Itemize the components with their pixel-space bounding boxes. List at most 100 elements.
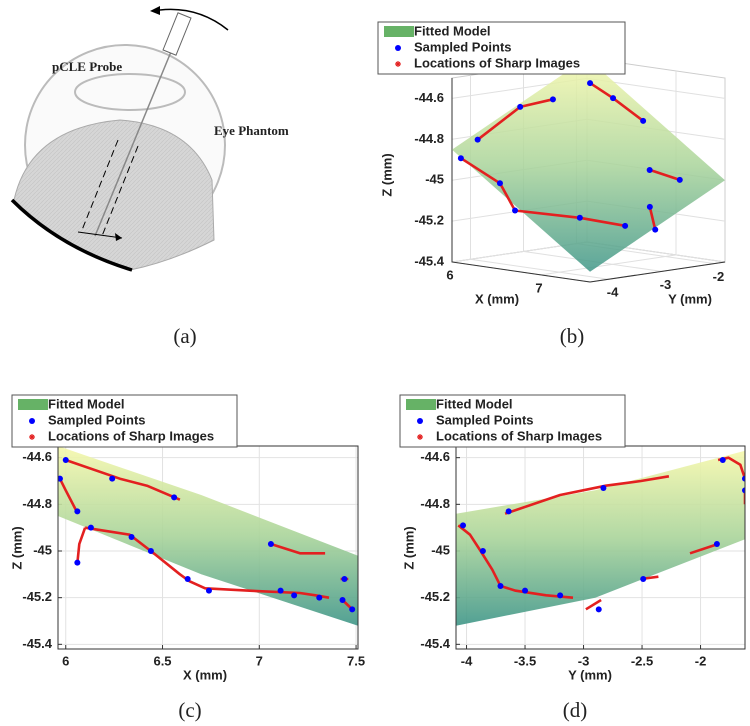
caption: (d) <box>563 698 588 722</box>
x-tick-label: 7 <box>256 653 263 668</box>
rotation-arrow-head <box>150 6 160 15</box>
x-tick-label: -4 <box>461 653 473 668</box>
sample-point <box>474 136 481 143</box>
probe-shaft <box>94 29 181 237</box>
sample-point <box>742 487 745 494</box>
legend-swatch <box>406 399 436 410</box>
sample-point <box>549 96 556 103</box>
sample-point <box>205 587 212 594</box>
eye-opening <box>74 73 186 111</box>
sample-point <box>517 103 524 110</box>
sample-point <box>109 475 116 482</box>
axis-lines <box>451 78 726 283</box>
z-tick-label: -45.4 <box>414 253 444 268</box>
sample-point <box>742 475 745 482</box>
sample-point <box>652 226 659 233</box>
sample-point <box>610 95 617 102</box>
sample-point <box>557 592 564 599</box>
x-tick-label: -3 <box>578 653 590 668</box>
y-tick-label: -45.2 <box>22 589 52 604</box>
grid-line <box>470 75 609 280</box>
sample-point <box>595 606 602 613</box>
legend-label: Sampled Points <box>436 412 534 427</box>
sample-point <box>646 203 653 210</box>
x-tick-label: 7.5 <box>347 653 365 668</box>
legend-label: Fitted Model <box>436 396 513 411</box>
y-axis-label: Z (mm) <box>9 526 24 569</box>
sample-point <box>496 180 503 187</box>
y-tick-label: -45 <box>431 542 450 557</box>
sample-point <box>640 117 647 124</box>
sample-point <box>349 606 356 613</box>
legend-marker <box>29 434 35 440</box>
y-tick-label: -45.4 <box>420 636 450 651</box>
z-tick-label: -45.2 <box>414 213 444 228</box>
legend-label: Sampled Points <box>414 39 512 54</box>
sample-point <box>505 508 512 515</box>
legend-marker <box>29 418 35 424</box>
motion-arrow-head <box>115 233 122 241</box>
x-tick-label: -2.5 <box>631 653 653 668</box>
sample-point <box>587 80 594 87</box>
x-tick-label: 6.5 <box>153 653 171 668</box>
sample-point <box>316 594 323 601</box>
rotation-arrow <box>159 8 229 31</box>
legend-marker <box>395 45 401 51</box>
legend-marker <box>417 434 423 440</box>
caption: (a) <box>173 324 196 348</box>
phantom-base <box>10 198 133 272</box>
motion-arrow <box>77 231 123 239</box>
legend-box <box>399 394 626 448</box>
plot-area <box>58 446 358 626</box>
x-tick-label: 6 <box>446 267 453 282</box>
sample-point <box>171 494 178 501</box>
sample-point <box>74 508 81 515</box>
x-tick-label: -3.5 <box>514 653 536 668</box>
legend-label: Locations of Sharp Images <box>414 55 580 70</box>
sample-point <box>277 587 284 594</box>
plot-area <box>456 450 745 626</box>
legend-marker <box>395 61 401 67</box>
x-axis-label: X (mm) <box>475 291 519 306</box>
sample-point <box>512 207 519 214</box>
y-axis-label: Y (mm) <box>668 291 712 306</box>
sharp-track <box>58 458 354 611</box>
z-tick-label: -44.8 <box>414 131 444 146</box>
y-tick-label: -44.6 <box>420 449 450 464</box>
y-tick-label: -45.2 <box>420 589 450 604</box>
legend-label: Locations of Sharp Images <box>436 428 602 443</box>
y-tick-label: -45 <box>33 542 52 557</box>
legend-label: Fitted Model <box>48 396 125 411</box>
fitted-surface <box>452 58 725 272</box>
sample-point <box>62 457 69 463</box>
sample-point <box>341 576 348 582</box>
sample-point <box>339 597 346 603</box>
z-axis-label: Z (mm) <box>379 153 394 196</box>
y-tick-label: -4 <box>607 285 619 300</box>
sample-point <box>713 541 720 547</box>
y-axis-label: Z (mm) <box>401 526 416 569</box>
probe-path <box>101 145 139 237</box>
sample-point <box>267 541 274 547</box>
sample-point <box>640 576 647 582</box>
sample-point <box>87 524 94 531</box>
sample-point <box>128 534 135 540</box>
legend-swatch <box>384 26 414 37</box>
sample-point <box>479 548 486 554</box>
sample-point <box>719 457 726 463</box>
sample-point <box>74 559 81 566</box>
legend-box <box>377 21 626 75</box>
sample-point <box>522 587 529 594</box>
sample-point <box>147 548 154 554</box>
sharp-track <box>457 456 745 611</box>
x-axis-label: X (mm) <box>183 667 227 682</box>
phantom-label: Eye Phantom <box>214 123 289 138</box>
legend-label: Fitted Model <box>414 23 491 38</box>
y-tick-label: -44.6 <box>22 449 52 464</box>
sample-point <box>184 576 191 582</box>
eye-diagram: pCLE Probe Eye Phantom (a) <box>10 6 289 348</box>
probe-label: pCLE Probe <box>52 59 122 74</box>
sample-point <box>622 222 629 229</box>
